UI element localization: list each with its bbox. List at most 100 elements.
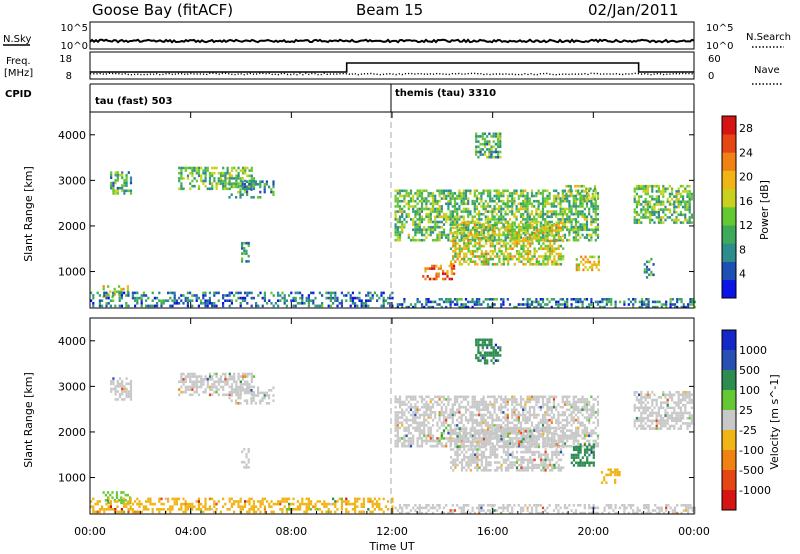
scatter-cell <box>594 416 597 419</box>
scatter-cell <box>116 398 119 401</box>
scatter-cell <box>504 400 507 404</box>
scatter-cell <box>193 385 196 389</box>
scatter-cell <box>294 291 297 295</box>
scatter-cell <box>548 418 551 422</box>
scatter-cell <box>671 187 674 191</box>
colorbar-tick-label: 20 <box>739 171 753 184</box>
scatter-cell <box>160 299 163 302</box>
scatter-cell <box>440 189 443 193</box>
scatter-cell <box>550 212 553 216</box>
scatter-cell <box>180 171 183 175</box>
scatter-cell <box>241 386 244 389</box>
scatter-cell <box>519 192 523 195</box>
scatter-cell <box>574 403 578 406</box>
scatter-cell <box>519 398 523 401</box>
scatter-cell <box>682 221 685 224</box>
scatter-cell <box>195 377 198 381</box>
scatter-cell <box>469 260 472 263</box>
scatter-cell <box>425 207 428 211</box>
scatter-cell <box>591 195 594 198</box>
scatter-cell <box>200 177 203 180</box>
scatter-cell <box>489 197 492 200</box>
scatter-cell <box>414 228 417 232</box>
scatter-cell <box>246 391 249 395</box>
scatter-cell <box>208 179 212 183</box>
scatter-cell <box>517 194 520 198</box>
scatter-cell <box>489 189 492 193</box>
scatter-cell <box>462 424 465 427</box>
scatter-cell <box>255 304 258 308</box>
scatter-cell <box>686 190 689 193</box>
scatter-cell <box>189 299 192 302</box>
scatter-cell <box>513 189 516 193</box>
scatter-cell <box>125 382 128 386</box>
scatter-cell <box>581 437 584 440</box>
scatter-cell <box>635 192 638 196</box>
scatter-cell <box>184 166 187 170</box>
scatter-cell <box>515 231 519 235</box>
scatter-cell <box>544 437 547 440</box>
scatter-cell <box>180 372 183 376</box>
scatter-cell <box>673 221 676 224</box>
scatter-cell <box>489 236 492 239</box>
scatter-cell <box>572 400 575 404</box>
scatter-cell <box>418 194 421 198</box>
scatter-cell <box>579 421 582 425</box>
scatter-cell <box>574 210 578 213</box>
scatter-cell <box>537 398 540 401</box>
scatter-cell <box>407 395 410 399</box>
scatter-cell <box>535 298 538 301</box>
scatter-cell <box>566 395 569 399</box>
scatter-cell <box>485 252 488 256</box>
scatter-cell <box>480 260 483 263</box>
scatter-cell <box>546 403 549 406</box>
scatter-cell <box>246 375 249 378</box>
scatter-cell <box>484 439 487 443</box>
scatter-cell <box>283 497 286 501</box>
scatter-cell <box>660 208 663 211</box>
scatter-cell <box>537 202 540 206</box>
scatter-cell <box>456 411 459 414</box>
scatter-cell <box>420 210 424 213</box>
scatter-cell <box>515 234 519 237</box>
scatter-cell <box>453 413 457 417</box>
scatter-cell <box>528 413 531 417</box>
scatter-cell <box>285 299 288 302</box>
scatter-cell <box>475 228 479 232</box>
scatter-cell <box>644 210 647 214</box>
scatter-cell <box>668 210 671 214</box>
scatter-cell <box>120 496 123 499</box>
scatter-cell <box>539 298 542 301</box>
scatter-cell <box>546 215 549 219</box>
scatter-cell <box>396 199 399 203</box>
scatter-cell <box>535 221 538 224</box>
scatter-cell <box>590 199 593 203</box>
scatter-cell <box>445 398 448 401</box>
scatter-cell <box>480 224 483 227</box>
scatter-cell <box>515 205 518 208</box>
scatter-cell <box>208 299 211 302</box>
scatter-cell <box>259 500 262 503</box>
scatter-cell <box>429 437 432 440</box>
scatter-cell <box>482 408 485 412</box>
scatter-cell <box>118 382 122 386</box>
scatter-cell <box>563 426 567 430</box>
scatter-cell <box>506 212 509 216</box>
scatter-cell <box>191 299 194 302</box>
scatter-cell <box>243 241 246 245</box>
scatter-cell <box>508 223 512 226</box>
scatter-cell <box>435 275 438 278</box>
scatter-cell <box>572 434 575 438</box>
scatter-cell <box>581 405 584 409</box>
scatter-cell <box>204 388 207 391</box>
scatter-cell <box>460 405 463 409</box>
scatter-cell <box>509 237 512 240</box>
scatter-cell <box>394 212 397 216</box>
scatter-cell <box>519 413 523 417</box>
scatter-cell <box>403 189 406 193</box>
scatter-cell <box>436 236 439 239</box>
scatter-cell <box>481 137 484 141</box>
scatter-cell <box>329 294 332 297</box>
scatter-cell <box>519 207 523 211</box>
scatter-cell <box>460 250 464 253</box>
